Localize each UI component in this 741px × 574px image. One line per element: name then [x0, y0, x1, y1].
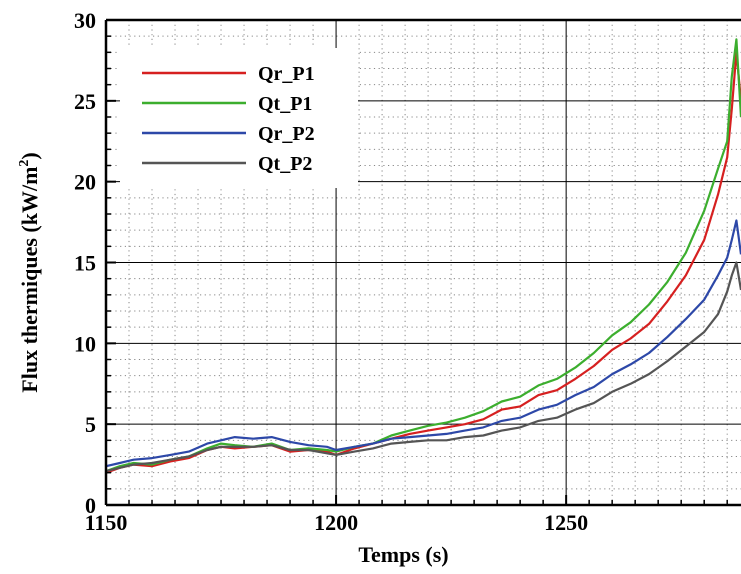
- y-tick-label: 20: [74, 170, 96, 195]
- y-tick-label: 5: [85, 412, 96, 437]
- x-tick-labels: 1150 1200 1250: [85, 510, 589, 535]
- y-tick-label: 30: [74, 8, 96, 33]
- legend-label-qr-p1: Qr_P1: [258, 63, 315, 85]
- legend-label-qt-p1: Qt_P1: [258, 93, 312, 115]
- y-tick-label: 0: [85, 493, 96, 518]
- legend-label-qr-p2: Qr_P2: [258, 123, 315, 145]
- y-tick-label: 10: [74, 331, 96, 356]
- x-axis-label: Temps (s): [358, 542, 448, 567]
- series-line-qr-p2: [105, 219, 741, 468]
- legend: Qr_P1 Qt_P1 Qr_P2 Qt_P2: [142, 63, 315, 175]
- x-tick-label: 1250: [544, 510, 588, 535]
- tick-marks: [105, 19, 728, 506]
- y-tick-label: 15: [74, 251, 96, 276]
- y-axis-label-tail: ): [17, 152, 42, 159]
- y-tick-label: 25: [74, 89, 96, 114]
- series-layer: [105, 38, 741, 474]
- legend-background: [120, 48, 358, 188]
- y-axis-label: Flux thermiques (kW/m2): [17, 152, 42, 392]
- series-line-qt-p2: [105, 261, 741, 473]
- y-axis-label-superscript: 2: [17, 160, 32, 167]
- y-axis-label-main: Flux thermiques (kW/m: [17, 167, 42, 393]
- x-tick-label: 1200: [314, 510, 358, 535]
- legend-label-qt-p2: Qt_P2: [258, 153, 312, 175]
- x-tick-label: 1150: [85, 510, 128, 535]
- series-line-qt-p1: [105, 38, 741, 473]
- y-tick-labels: 0 5 10 15 20 25 30: [74, 8, 96, 518]
